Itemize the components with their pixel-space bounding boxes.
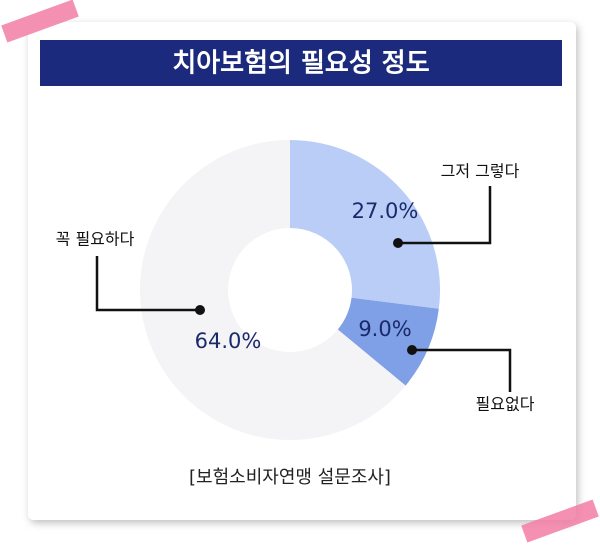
- category-label: 그저 그렇다: [441, 162, 520, 181]
- category-label: 꼭 필요하다: [56, 230, 135, 249]
- leader-dots: [195, 238, 417, 355]
- title-bar: [40, 40, 562, 86]
- donut-segment: [140, 140, 406, 440]
- tape: [521, 499, 599, 543]
- donut-segment: [337, 297, 439, 386]
- value-label: 9.0%: [358, 317, 411, 341]
- category-label: 필요없다: [476, 395, 535, 414]
- donut: [140, 140, 440, 440]
- value-label: 27.0%: [352, 199, 419, 223]
- value-label: 64.0%: [195, 329, 262, 353]
- tape: [1, 0, 79, 43]
- chart-title: 치아보험의 필요성 정도: [172, 49, 429, 79]
- leader-lines: [95, 186, 512, 392]
- donut-segment: [290, 140, 440, 309]
- card: [28, 22, 576, 520]
- source: [보험소비자연맹 설문조사]: [189, 467, 391, 488]
